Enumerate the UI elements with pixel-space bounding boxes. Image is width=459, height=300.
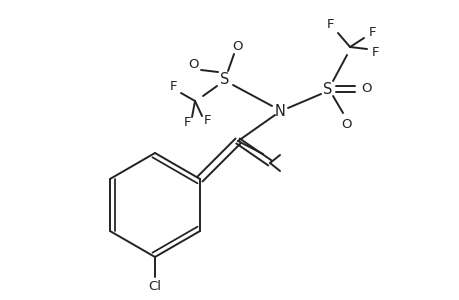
Text: O: O: [187, 58, 198, 70]
Text: S: S: [220, 71, 229, 86]
Text: F: F: [203, 115, 210, 128]
Text: F: F: [169, 80, 176, 94]
Text: Cl: Cl: [148, 280, 161, 293]
Text: S: S: [323, 82, 332, 97]
Text: F: F: [325, 19, 333, 32]
Text: F: F: [183, 116, 190, 130]
Text: O: O: [231, 40, 242, 53]
Text: N: N: [274, 103, 285, 118]
Text: O: O: [340, 118, 351, 130]
Text: F: F: [370, 46, 378, 59]
Text: F: F: [368, 26, 375, 38]
Text: O: O: [360, 82, 370, 95]
